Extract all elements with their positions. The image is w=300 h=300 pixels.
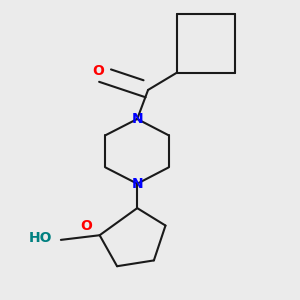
Text: N: N: [131, 112, 143, 126]
Text: N: N: [131, 177, 143, 191]
Text: HO: HO: [29, 231, 52, 245]
Text: O: O: [80, 218, 92, 233]
Text: O: O: [92, 64, 103, 78]
